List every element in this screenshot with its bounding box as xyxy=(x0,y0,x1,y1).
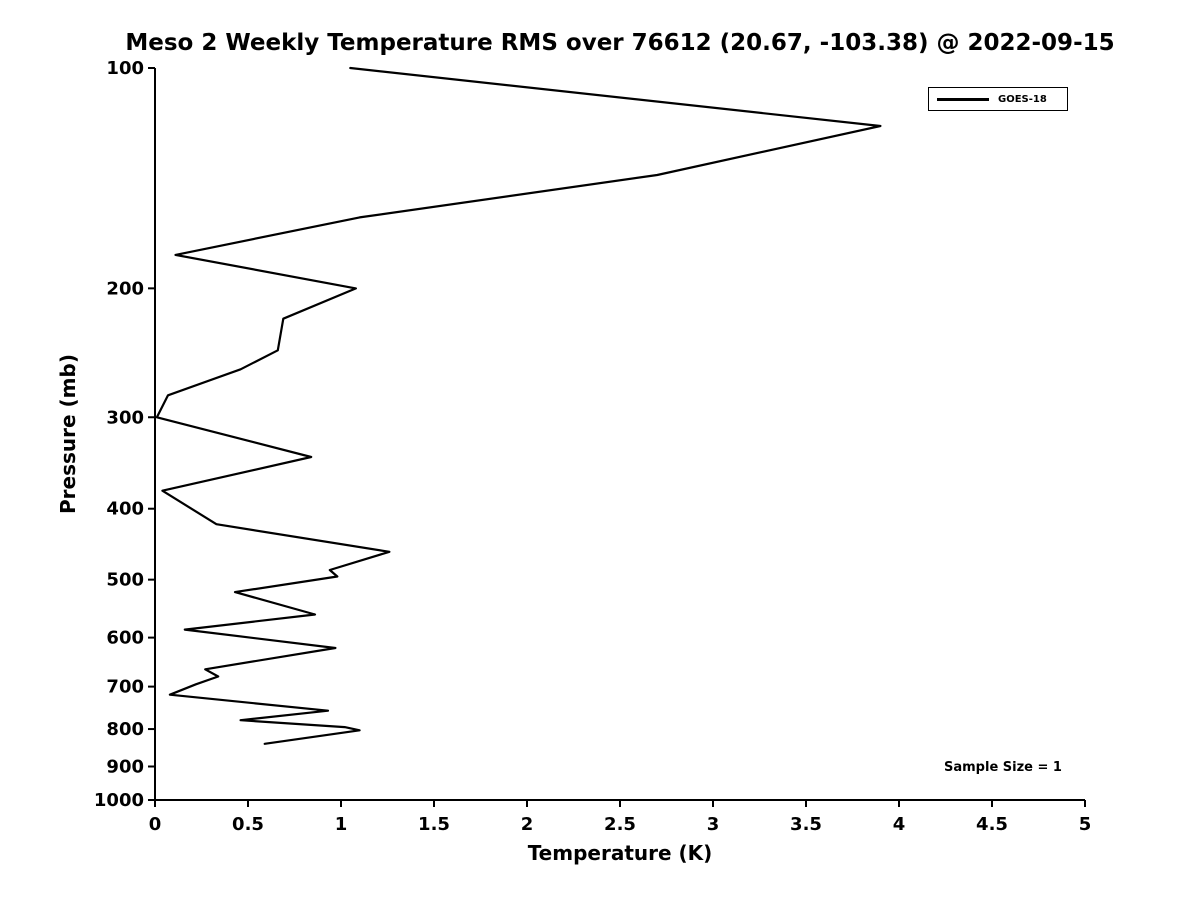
y-tick-label: 1000 xyxy=(94,790,144,811)
y-tick-label: 700 xyxy=(106,677,144,698)
x-tick-label: 1 xyxy=(335,814,348,835)
x-tick-label: 4 xyxy=(893,814,906,835)
y-tick-label: 200 xyxy=(106,278,144,299)
legend-line-sample xyxy=(937,97,989,101)
x-tick-label: 0.5 xyxy=(232,814,264,835)
y-tick-label: 900 xyxy=(106,757,144,778)
legend: GOES-18 xyxy=(928,87,1068,111)
y-axis-label: Pressure (mb) xyxy=(56,354,80,514)
y-tick-label: 100 xyxy=(106,58,144,79)
x-tick-label: 2.5 xyxy=(604,814,636,835)
chart-title: Meso 2 Weekly Temperature RMS over 76612… xyxy=(125,30,1115,56)
x-axis-label: Temperature (K) xyxy=(527,841,713,865)
x-tick-label: 0 xyxy=(149,814,162,835)
y-tick-label: 800 xyxy=(106,719,144,740)
y-tick-label: 500 xyxy=(106,570,144,591)
y-tick-label: 300 xyxy=(106,407,144,428)
x-tick-label: 4.5 xyxy=(976,814,1008,835)
x-tick-label: 3.5 xyxy=(790,814,822,835)
sample-size-annotation: Sample Size = 1 xyxy=(944,760,1062,775)
series-line-goes-18 xyxy=(155,66,882,745)
x-tick-label: 1.5 xyxy=(418,814,450,835)
x-tick-label: 3 xyxy=(707,814,720,835)
y-tick-label: 400 xyxy=(106,499,144,520)
legend-entry-label: GOES-18 xyxy=(998,93,1047,105)
x-tick-label: 5 xyxy=(1079,814,1092,835)
y-tick-label: 600 xyxy=(106,628,144,649)
x-tick-label: 2 xyxy=(521,814,534,835)
